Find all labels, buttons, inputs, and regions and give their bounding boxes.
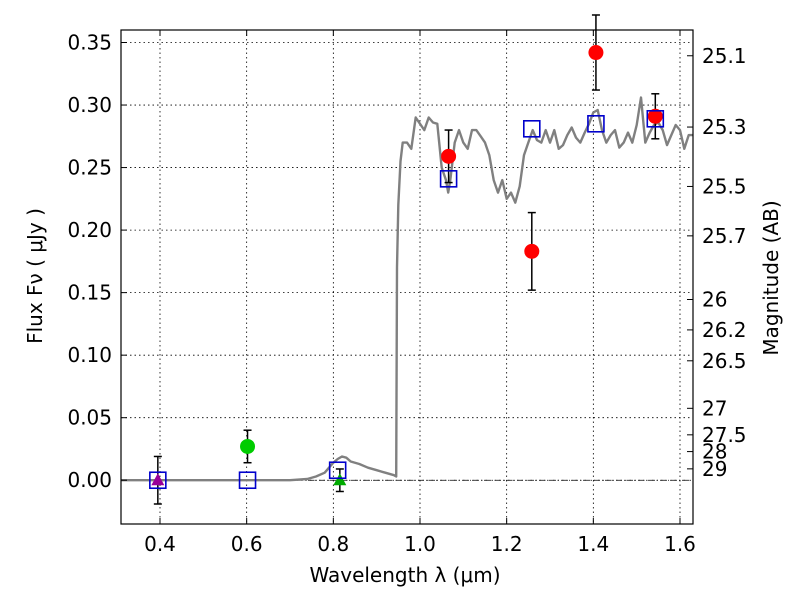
observed-flux-marker	[647, 108, 663, 124]
x-axis-label: Wavelength λ (μm)	[309, 563, 500, 587]
model-flux-box	[439, 170, 458, 188]
axis-ticks: 0.4 0.6 0.8 1.0 1.2 1.4 1.6 0.00 0.05 0.10 0.15 0.2…	[67, 30, 747, 556]
y-tick-label: 0.15	[67, 281, 112, 305]
y-tick-label: 0.00	[67, 468, 112, 492]
x-tick-label: 1.0	[404, 532, 436, 556]
observed-flux-marker	[588, 45, 604, 61]
y2-tick-label: 25.5	[702, 174, 747, 198]
y2-tick-label: 26.2	[702, 318, 747, 342]
y-tick-label: 0.10	[67, 343, 112, 367]
plot-frame	[120, 29, 694, 525]
model-flux-box	[149, 471, 167, 490]
observed-flux-marker	[240, 438, 256, 454]
triangle-marker	[333, 473, 347, 486]
y2-tick-label: 28	[702, 440, 727, 464]
sed-template-series	[121, 96, 693, 482]
observed-flux-marker	[524, 243, 540, 259]
y2-tick-label: 26	[702, 288, 727, 312]
y-tick-label: 0.35	[67, 31, 112, 55]
triangle-marker	[151, 473, 165, 486]
x-tick-label: 1.6	[664, 532, 696, 556]
y2-tick-label: 29	[702, 457, 727, 481]
y-tick-label: 0.20	[67, 218, 112, 242]
model-flux-box	[328, 461, 347, 480]
error-bars	[153, 14, 660, 505]
y2-tick-label: 25.7	[702, 224, 747, 248]
grid	[121, 30, 693, 524]
data-markers	[149, 45, 665, 490]
model-flux-box	[522, 120, 541, 138]
y-tick-label: 0.05	[67, 406, 112, 430]
y2-axis-label: Magnitude (AB)	[759, 200, 783, 355]
y2-tick-label: 25.1	[702, 44, 747, 68]
x-tick-label: 1.4	[577, 532, 609, 556]
y-axis-label: Flux Fν ( μJy )	[23, 208, 47, 344]
y2-tick-label: 26.5	[702, 349, 747, 373]
model-flux-box	[238, 471, 257, 490]
model-flux-box	[646, 109, 665, 128]
y2-tick-label: 27	[702, 396, 727, 420]
model-flux-box	[587, 114, 605, 133]
x-tick-label: 0.8	[317, 532, 349, 556]
y2-tick-label: 25.3	[702, 115, 747, 139]
y2-tick-label: 27.5	[702, 423, 747, 447]
observed-flux-marker	[441, 148, 457, 164]
x-tick-label: 0.4	[144, 532, 176, 556]
sed-template-line	[121, 96, 693, 482]
x-tick-label: 1.2	[491, 532, 523, 556]
y-tick-label: 0.30	[67, 93, 112, 117]
x-tick-label: 0.6	[231, 532, 263, 556]
y-tick-label: 0.25	[67, 156, 112, 180]
